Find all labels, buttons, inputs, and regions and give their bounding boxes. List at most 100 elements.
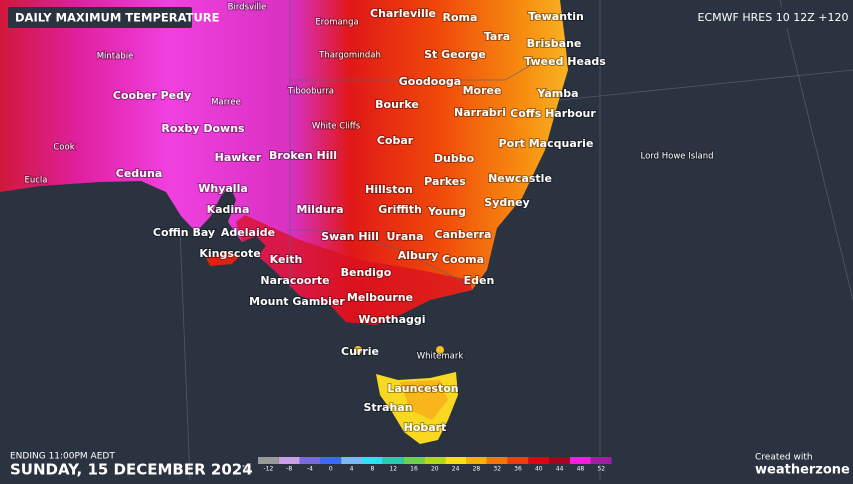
place-label: Launceston — [387, 382, 458, 395]
place-label: Charleville — [370, 7, 436, 20]
legend-swatch — [466, 457, 487, 464]
kangaroo-island — [206, 252, 240, 266]
place-label: Strahan — [363, 401, 412, 414]
legend-tick: 32 — [493, 466, 501, 473]
title-box — [8, 7, 192, 28]
place-label: Hawker — [215, 151, 262, 164]
legend-swatch — [570, 457, 591, 464]
legend-swatch — [258, 457, 279, 464]
place-label: Eden — [464, 274, 495, 287]
place-label: Tibooburra — [287, 87, 334, 97]
place-label: Albury — [398, 249, 439, 262]
place-label: Thargomindah — [318, 51, 381, 61]
place-label: Eromanga — [315, 18, 358, 28]
legend-swatch — [320, 457, 342, 464]
place-label: Urana — [386, 230, 423, 243]
brand-name: weatherzone — [755, 463, 850, 478]
place-label: Kadina — [207, 203, 250, 216]
place-label: Brisbane — [527, 37, 582, 50]
place-label: Mildura — [296, 203, 343, 216]
place-label: Hillston — [365, 183, 413, 196]
legend-tick: -8 — [286, 466, 292, 473]
model-label: ECMWF HRES 10 12Z +120 — [698, 11, 849, 24]
place-label: Kingscote — [199, 247, 260, 260]
legend-swatch — [299, 457, 321, 464]
legend-tick: -4 — [307, 466, 313, 473]
legend-tick: 12 — [389, 466, 397, 473]
place-label: Coober Pedy — [113, 89, 191, 102]
place-label: Young — [427, 205, 466, 218]
place-label: Bendigo — [341, 266, 392, 279]
place-label: Wonthaggi — [358, 313, 425, 326]
legend-tick: -12 — [263, 466, 273, 473]
tasmania-warm — [400, 380, 448, 420]
place-label: Ceduna — [116, 167, 163, 180]
place-label: Roxby Downs — [161, 122, 245, 135]
legend-swatch — [403, 457, 425, 464]
place-label: Eucla — [24, 176, 47, 186]
place-label: Cobar — [377, 134, 414, 147]
date: SUNDAY, 15 DECEMBER 2024 — [10, 461, 253, 479]
place-label: Swan Hill — [321, 230, 379, 243]
legend-tick: 52 — [597, 466, 605, 473]
place-label: Melbourne — [347, 291, 413, 304]
mainland — [0, 0, 568, 325]
legend-swatch — [445, 457, 466, 464]
legend-swatch — [382, 457, 404, 464]
legend-tick: 20 — [431, 466, 439, 473]
place-label: Goodooga — [399, 75, 461, 88]
place-label: Naracoorte — [260, 274, 329, 287]
legend-tick: 28 — [473, 466, 481, 473]
place-label: Canberra — [435, 228, 492, 241]
place-label: St George — [424, 48, 486, 61]
place-label: Tweed Heads — [524, 55, 606, 68]
legend-swatch — [507, 457, 529, 464]
legend-swatch — [486, 457, 508, 464]
place-labels: Birdsville Charleville Roma Tewantin Eromang… — [23, 2, 714, 436]
place-label: Adelaide — [221, 226, 275, 239]
place-label: Coffs Harbour — [510, 107, 596, 120]
legend: °C -12 -8 -4 0 4 8 12 16 20 24 28 32 36 40 44 48 52 — [242, 457, 612, 473]
brand-created: Created with — [755, 453, 813, 463]
place-label: Parkes — [424, 175, 466, 188]
legend-tick: 40 — [535, 466, 543, 473]
place-label: White Cliffs — [312, 122, 361, 132]
place-label: Griffith — [378, 203, 422, 216]
place-label: Mintabie — [97, 52, 134, 62]
place-label: Tara — [484, 30, 510, 43]
legend-swatch — [424, 457, 446, 464]
place-label: Tewantin — [528, 10, 584, 23]
south-red-band — [236, 215, 472, 325]
place-label: Moree — [463, 84, 502, 97]
place-label: Broken Hill — [269, 149, 337, 162]
legend-tick: 16 — [410, 466, 418, 473]
legend-swatch — [528, 457, 550, 464]
place-label: Hobart — [404, 421, 447, 434]
legend-swatch — [362, 457, 383, 464]
place-label: Dubbo — [434, 152, 475, 165]
legend-swatch — [549, 457, 570, 464]
place-label: Cook — [53, 143, 74, 153]
legend-tick: 8 — [370, 466, 374, 473]
place-label: Sydney — [484, 196, 529, 209]
place-label: Roma — [443, 11, 478, 24]
place-label: Whyalla — [198, 182, 248, 195]
place-label: Lord Howe Island — [641, 152, 714, 162]
place-label: Yamba — [536, 87, 578, 100]
place-label: Mount Gambier — [249, 295, 345, 308]
map-title: DAILY MAXIMUM TEMPERATURE — [15, 11, 220, 25]
legend-tick: 44 — [556, 466, 564, 473]
ending: ENDING 11:00PM AEDT — [10, 452, 115, 462]
place-label: Bourke — [375, 98, 419, 111]
place-label: Keith — [270, 253, 303, 266]
place-label: Newcastle — [488, 172, 552, 185]
legend-tick: 4 — [350, 466, 354, 473]
flinders-island — [436, 346, 444, 354]
place-label: Narrabri — [454, 106, 506, 119]
model-box — [700, 7, 846, 28]
place-label: Marree — [211, 98, 241, 108]
legend-tick: 36 — [514, 466, 522, 473]
place-label: Currie — [341, 345, 379, 358]
legend-unit: °C — [242, 465, 249, 472]
place-label: Birdsville — [228, 3, 267, 13]
